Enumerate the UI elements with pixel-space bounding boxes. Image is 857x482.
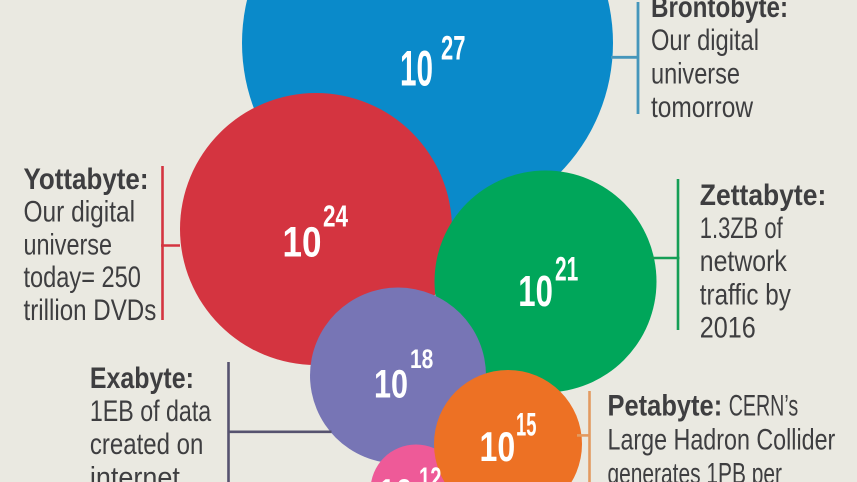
svg-text:Zettabyte:: Zettabyte: <box>700 179 827 212</box>
svg-text:internet: internet <box>90 461 181 482</box>
svg-text:10: 10 <box>283 218 322 266</box>
svg-text:10: 10 <box>518 268 553 316</box>
svg-text:universe: universe <box>651 58 740 91</box>
svg-text:2016: 2016 <box>700 312 756 345</box>
svg-text:universe: universe <box>24 228 113 261</box>
svg-text:Brontobyte:: Brontobyte: <box>651 0 788 24</box>
svg-text:12: 12 <box>419 462 442 482</box>
svg-text:traffic by: traffic by <box>700 278 791 311</box>
svg-text:Our digital: Our digital <box>24 196 136 229</box>
svg-text:Petabyte:: Petabyte: <box>608 390 723 423</box>
svg-text:CERN’s: CERN’s <box>729 390 799 423</box>
svg-text:15: 15 <box>516 407 536 443</box>
svg-text:24: 24 <box>323 199 349 234</box>
svg-text:10: 10 <box>378 470 413 482</box>
svg-text:Large Hadron Collider: Large Hadron Collider <box>608 424 836 457</box>
svg-text:Exabyte:: Exabyte: <box>90 362 194 395</box>
svg-text:10: 10 <box>480 423 516 470</box>
svg-text:network: network <box>700 245 788 278</box>
svg-text:1EB of data: 1EB of data <box>90 395 212 428</box>
svg-text:tomorrow: tomorrow <box>651 91 753 124</box>
svg-text:27: 27 <box>441 30 466 68</box>
svg-text:10: 10 <box>374 362 408 406</box>
svg-text:generates 1PB per: generates 1PB per <box>608 457 783 482</box>
svg-text:trillion DVDs: trillion DVDs <box>24 294 157 327</box>
svg-text:18: 18 <box>410 344 433 374</box>
svg-text:today= 250: today= 250 <box>24 261 141 294</box>
svg-text:Our digital: Our digital <box>651 24 759 57</box>
svg-text:created on: created on <box>90 428 203 461</box>
svg-text:Yottabyte:: Yottabyte: <box>24 163 149 196</box>
svg-text:1.3ZB of: 1.3ZB of <box>700 212 783 245</box>
svg-text:10: 10 <box>400 41 433 97</box>
svg-text:21: 21 <box>555 251 578 289</box>
